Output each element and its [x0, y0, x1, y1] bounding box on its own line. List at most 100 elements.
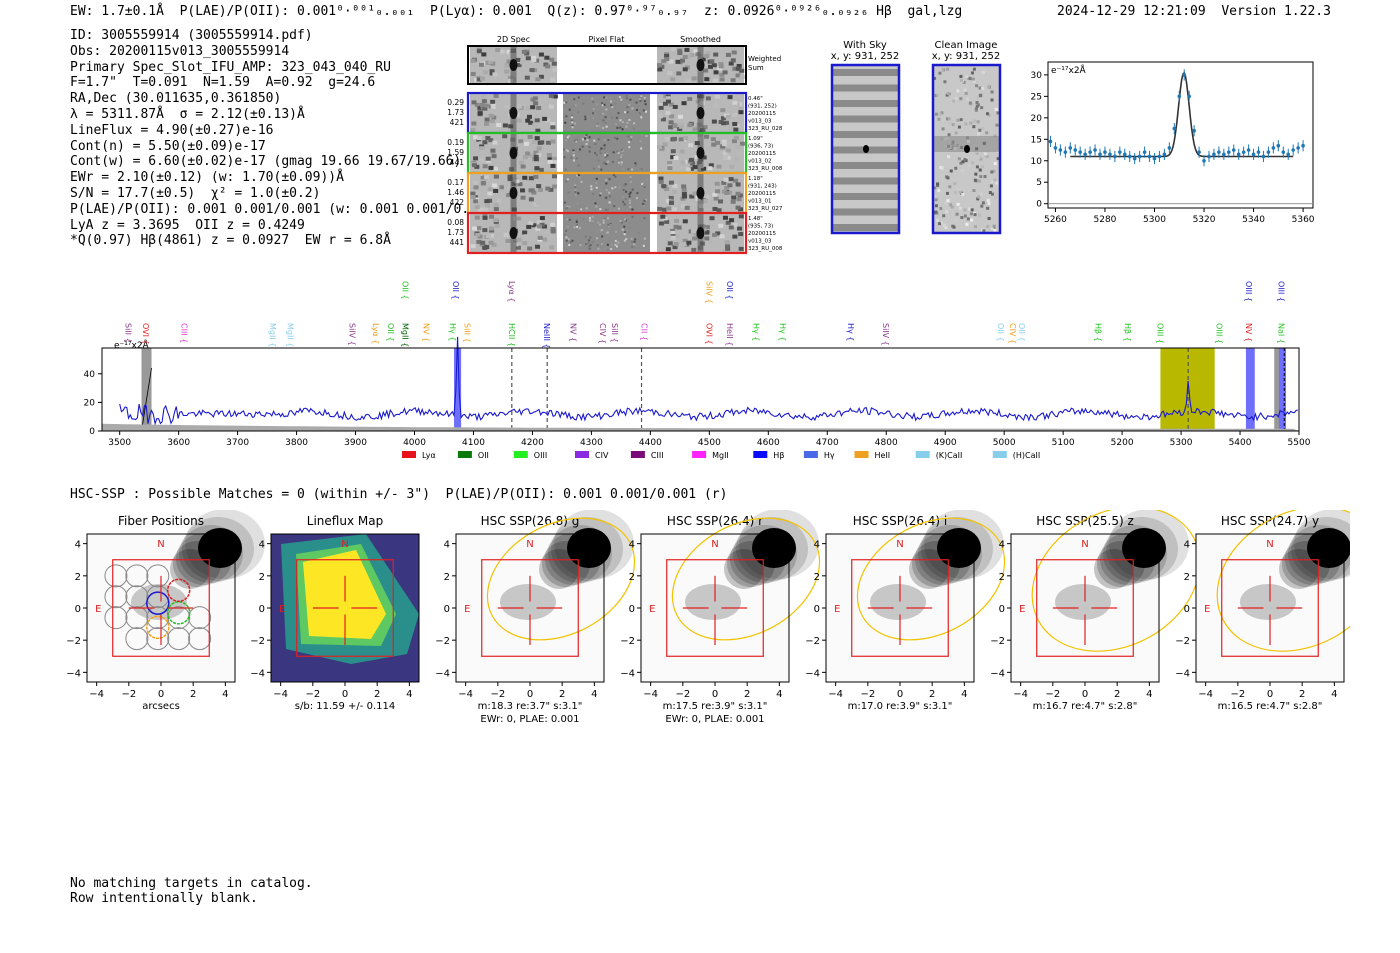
spec-legend-swatch — [513, 451, 528, 458]
sky-noise — [995, 181, 999, 185]
hsc-ytick-label: 4 — [814, 540, 820, 551]
cutout-noise — [587, 242, 590, 245]
cutout-noise — [720, 108, 726, 113]
sky-noise — [960, 145, 964, 149]
cutout-noise — [485, 136, 491, 141]
cutout-noise — [536, 201, 542, 206]
hsc-caption: m:18.3 re:3.7" s:3.1" — [478, 701, 583, 712]
hsc-xtick-label: 2 — [559, 689, 565, 700]
sky-noise — [965, 97, 969, 101]
spec-line-label-text: MgII { — [401, 323, 410, 347]
cutout-noise — [672, 184, 678, 189]
cutout-noise — [735, 144, 741, 149]
fit-data-point — [1162, 152, 1167, 157]
cutout-noise — [476, 49, 482, 54]
sky-noise — [971, 71, 975, 75]
cutout-noise — [679, 149, 685, 154]
cutout-noise — [503, 232, 509, 237]
cutout-noise — [588, 150, 591, 153]
spec-xtick-label: 4000 — [403, 438, 426, 448]
cutout-noise — [682, 238, 688, 243]
cutout-noise — [575, 220, 578, 223]
sky-noise — [960, 216, 964, 220]
cutout-noise — [692, 127, 698, 132]
cutout-noise — [733, 135, 739, 140]
hsc-galaxy-glow — [909, 549, 949, 589]
cutout-noise — [504, 63, 510, 68]
cutout-noise — [586, 204, 589, 207]
sky-noise — [964, 91, 968, 95]
cutout-noise — [493, 218, 499, 223]
cutout-noise — [587, 118, 590, 121]
cutout-noise — [735, 205, 741, 210]
spec-line-label: Hγ { — [752, 323, 761, 341]
hsc-ytick-label: −2 — [435, 636, 450, 647]
header-timestamp: 2024-12-29 12:21:09 Version 1.22.3 — [1057, 4, 1331, 19]
cutout-noise — [621, 154, 624, 157]
sky-noise — [933, 186, 937, 190]
cutout-noise — [604, 154, 607, 157]
cutout-noise — [536, 153, 542, 158]
fit-ylabel: e⁻¹⁷x2Å — [1051, 64, 1087, 76]
cutout-noise — [670, 235, 676, 240]
cutout-noise — [479, 76, 485, 81]
cutout-noise — [506, 59, 512, 64]
cutout-noise — [528, 188, 534, 193]
cutout-noise — [488, 165, 494, 170]
spectrum-line — [119, 336, 1298, 426]
cutout-noise — [611, 135, 614, 138]
cutout-noise — [580, 180, 583, 183]
sky-noise — [951, 146, 955, 150]
cutout-noise — [579, 243, 582, 246]
hsc-ytick-label: −2 — [805, 636, 820, 647]
fit-data-point — [1147, 154, 1152, 159]
sky-noise — [983, 175, 987, 179]
cutout-noise — [730, 78, 736, 83]
sky-noise — [949, 169, 953, 173]
fit-data-point — [1276, 143, 1281, 148]
cutout-noise — [571, 239, 574, 242]
cutout-noise — [682, 67, 688, 72]
hsc-panel: HSC SSP(26.4) r N E −4 −4 −2 −2 0 0 2 2 4 4 m:17.5 re… — [620, 510, 821, 725]
cutout-noise — [563, 148, 566, 151]
sky-noise — [981, 201, 985, 205]
cutout-noise — [645, 166, 648, 169]
cutout-noise — [629, 191, 632, 194]
north-label: N — [1266, 539, 1273, 550]
cutout-noise — [724, 185, 730, 190]
hsc-ytick-label: 0 — [75, 604, 81, 615]
cutout-noise — [539, 175, 545, 180]
cutout-noise — [704, 134, 710, 139]
sky-noise — [977, 132, 981, 136]
cutout-noise — [673, 155, 679, 160]
cutout-noise — [490, 148, 496, 153]
cutout-noise — [614, 243, 617, 246]
spec-legend-label: CIII — [651, 451, 664, 460]
cutout-noise — [584, 115, 587, 118]
spec-xtick-label: 3800 — [285, 438, 308, 448]
hsc-caption: m:16.7 re:4.7" s:2.8" — [1033, 701, 1138, 712]
cutout-noise — [482, 70, 488, 75]
cutout-noise — [643, 96, 646, 99]
spec-line-label-text: SiII { — [463, 323, 472, 343]
cutout-noise — [571, 119, 574, 122]
sky-noise — [953, 141, 957, 145]
cutout-noise — [516, 237, 522, 242]
cutout-noise — [564, 121, 567, 124]
sky-noise — [945, 191, 949, 195]
spec-xtick-label: 3900 — [344, 438, 367, 448]
fit-data-point — [1063, 150, 1068, 154]
cutout-noise — [597, 221, 600, 224]
cutout-noise — [631, 208, 634, 211]
cutout-noise — [727, 183, 733, 188]
hsc-ytick-label: 2 — [259, 572, 265, 583]
cutout-noise — [728, 177, 734, 182]
cutout-noise — [536, 220, 542, 225]
spec-legend-swatch — [457, 451, 472, 458]
hsc-xtick-label: 2 — [929, 689, 935, 700]
cutout-noise — [608, 117, 611, 120]
cutout-noise — [568, 135, 571, 138]
cutout-noise — [588, 136, 591, 139]
sky-noise — [981, 86, 985, 90]
fiber-circle — [146, 627, 170, 651]
